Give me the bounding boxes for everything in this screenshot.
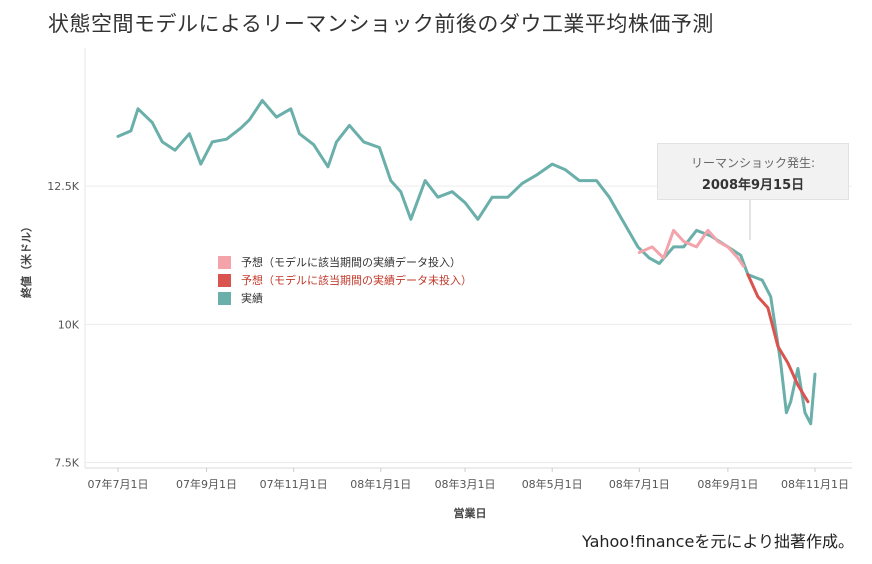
legend-item: 予想（モデルに該当期間の実績データ未投入） [218, 272, 472, 288]
x-tick-label: 07年11月1日 [260, 477, 328, 491]
legend: 予想（モデルに該当期間の実績データ投入） 予想（モデルに該当期間の実績データ未投… [218, 254, 472, 308]
y-axis-label: 終値（米ドル） [20, 221, 33, 298]
x-tick-label: 07年9月1日 [176, 477, 237, 491]
series-line [116, 99, 817, 426]
legend-item: 予想（モデルに該当期間の実績データ投入） [218, 254, 472, 270]
series-line [637, 228, 746, 268]
legend-item: 実績 [218, 290, 472, 306]
x-tick-label: 08年7月1日 [609, 477, 670, 491]
x-tick-label: 08年11月1日 [781, 477, 849, 491]
series-line [746, 273, 810, 404]
legend-label: 予想（モデルに該当期間の実績データ投入） [241, 256, 461, 269]
x-tick-label: 08年9月1日 [697, 477, 758, 491]
chart-title: 状態空間モデルによるリーマンショック前後のダウ工業平均株価予測 [48, 12, 714, 36]
callout-title: リーマンショック発生: [690, 156, 816, 170]
x-tick-label: 08年3月1日 [435, 477, 496, 491]
legend-label: 予想（モデルに該当期間の実績データ未投入） [241, 274, 472, 287]
x-axis-label: 営業日 [453, 507, 487, 520]
y-tick-label: 12.5K [47, 180, 79, 193]
x-tick-label: 08年1月1日 [350, 477, 411, 491]
callout-date: 2008年9月15日 [701, 178, 805, 193]
y-tick-label: 7.5K [54, 456, 79, 469]
y-tick-labels: 7.5K 10K 12.5K [47, 180, 79, 469]
series-lines [116, 99, 817, 426]
source-note: Yahoo!financeを元により拙著作成。 [582, 532, 854, 551]
legend-swatch [218, 273, 231, 287]
x-tick-label: 07年7月1日 [88, 477, 149, 491]
legend-swatch [218, 255, 231, 269]
legend-label: 実績 [241, 292, 263, 305]
x-tick-label: 08年5月1日 [522, 477, 583, 491]
x-tick-labels: 07年7月1日 07年9月1日 07年11月1日 08年1月1日 08年3月1日 08年5… [88, 468, 849, 491]
legend-swatch [218, 291, 231, 305]
event-callout: リーマンショック発生: 2008年9月15日 [657, 143, 849, 200]
y-tick-label: 10K [58, 318, 80, 331]
